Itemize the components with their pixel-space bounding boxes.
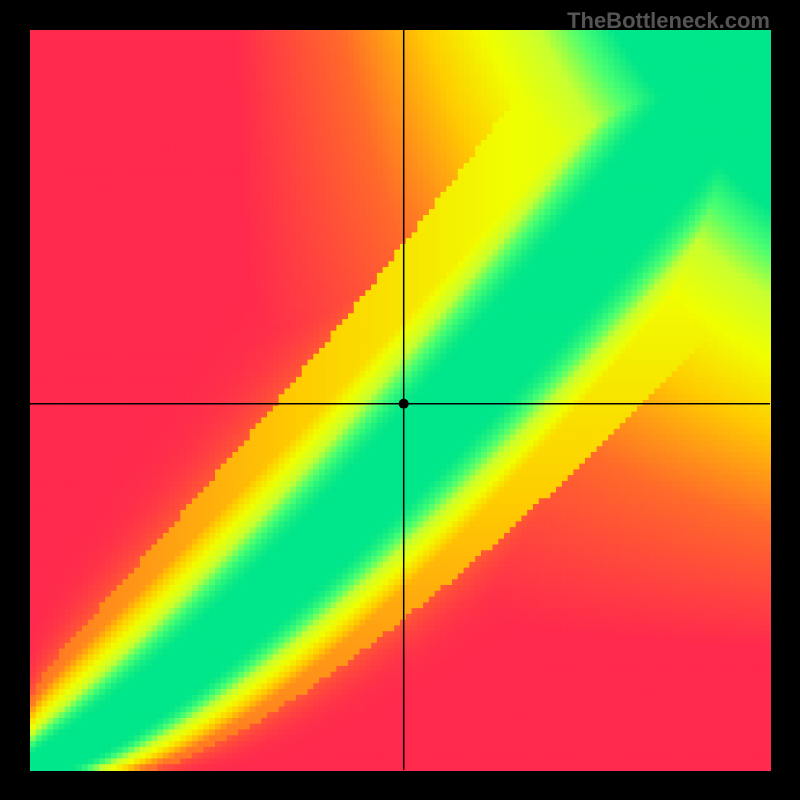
bottleneck-heatmap xyxy=(0,0,800,800)
chart-container: TheBottleneck.com xyxy=(0,0,800,800)
